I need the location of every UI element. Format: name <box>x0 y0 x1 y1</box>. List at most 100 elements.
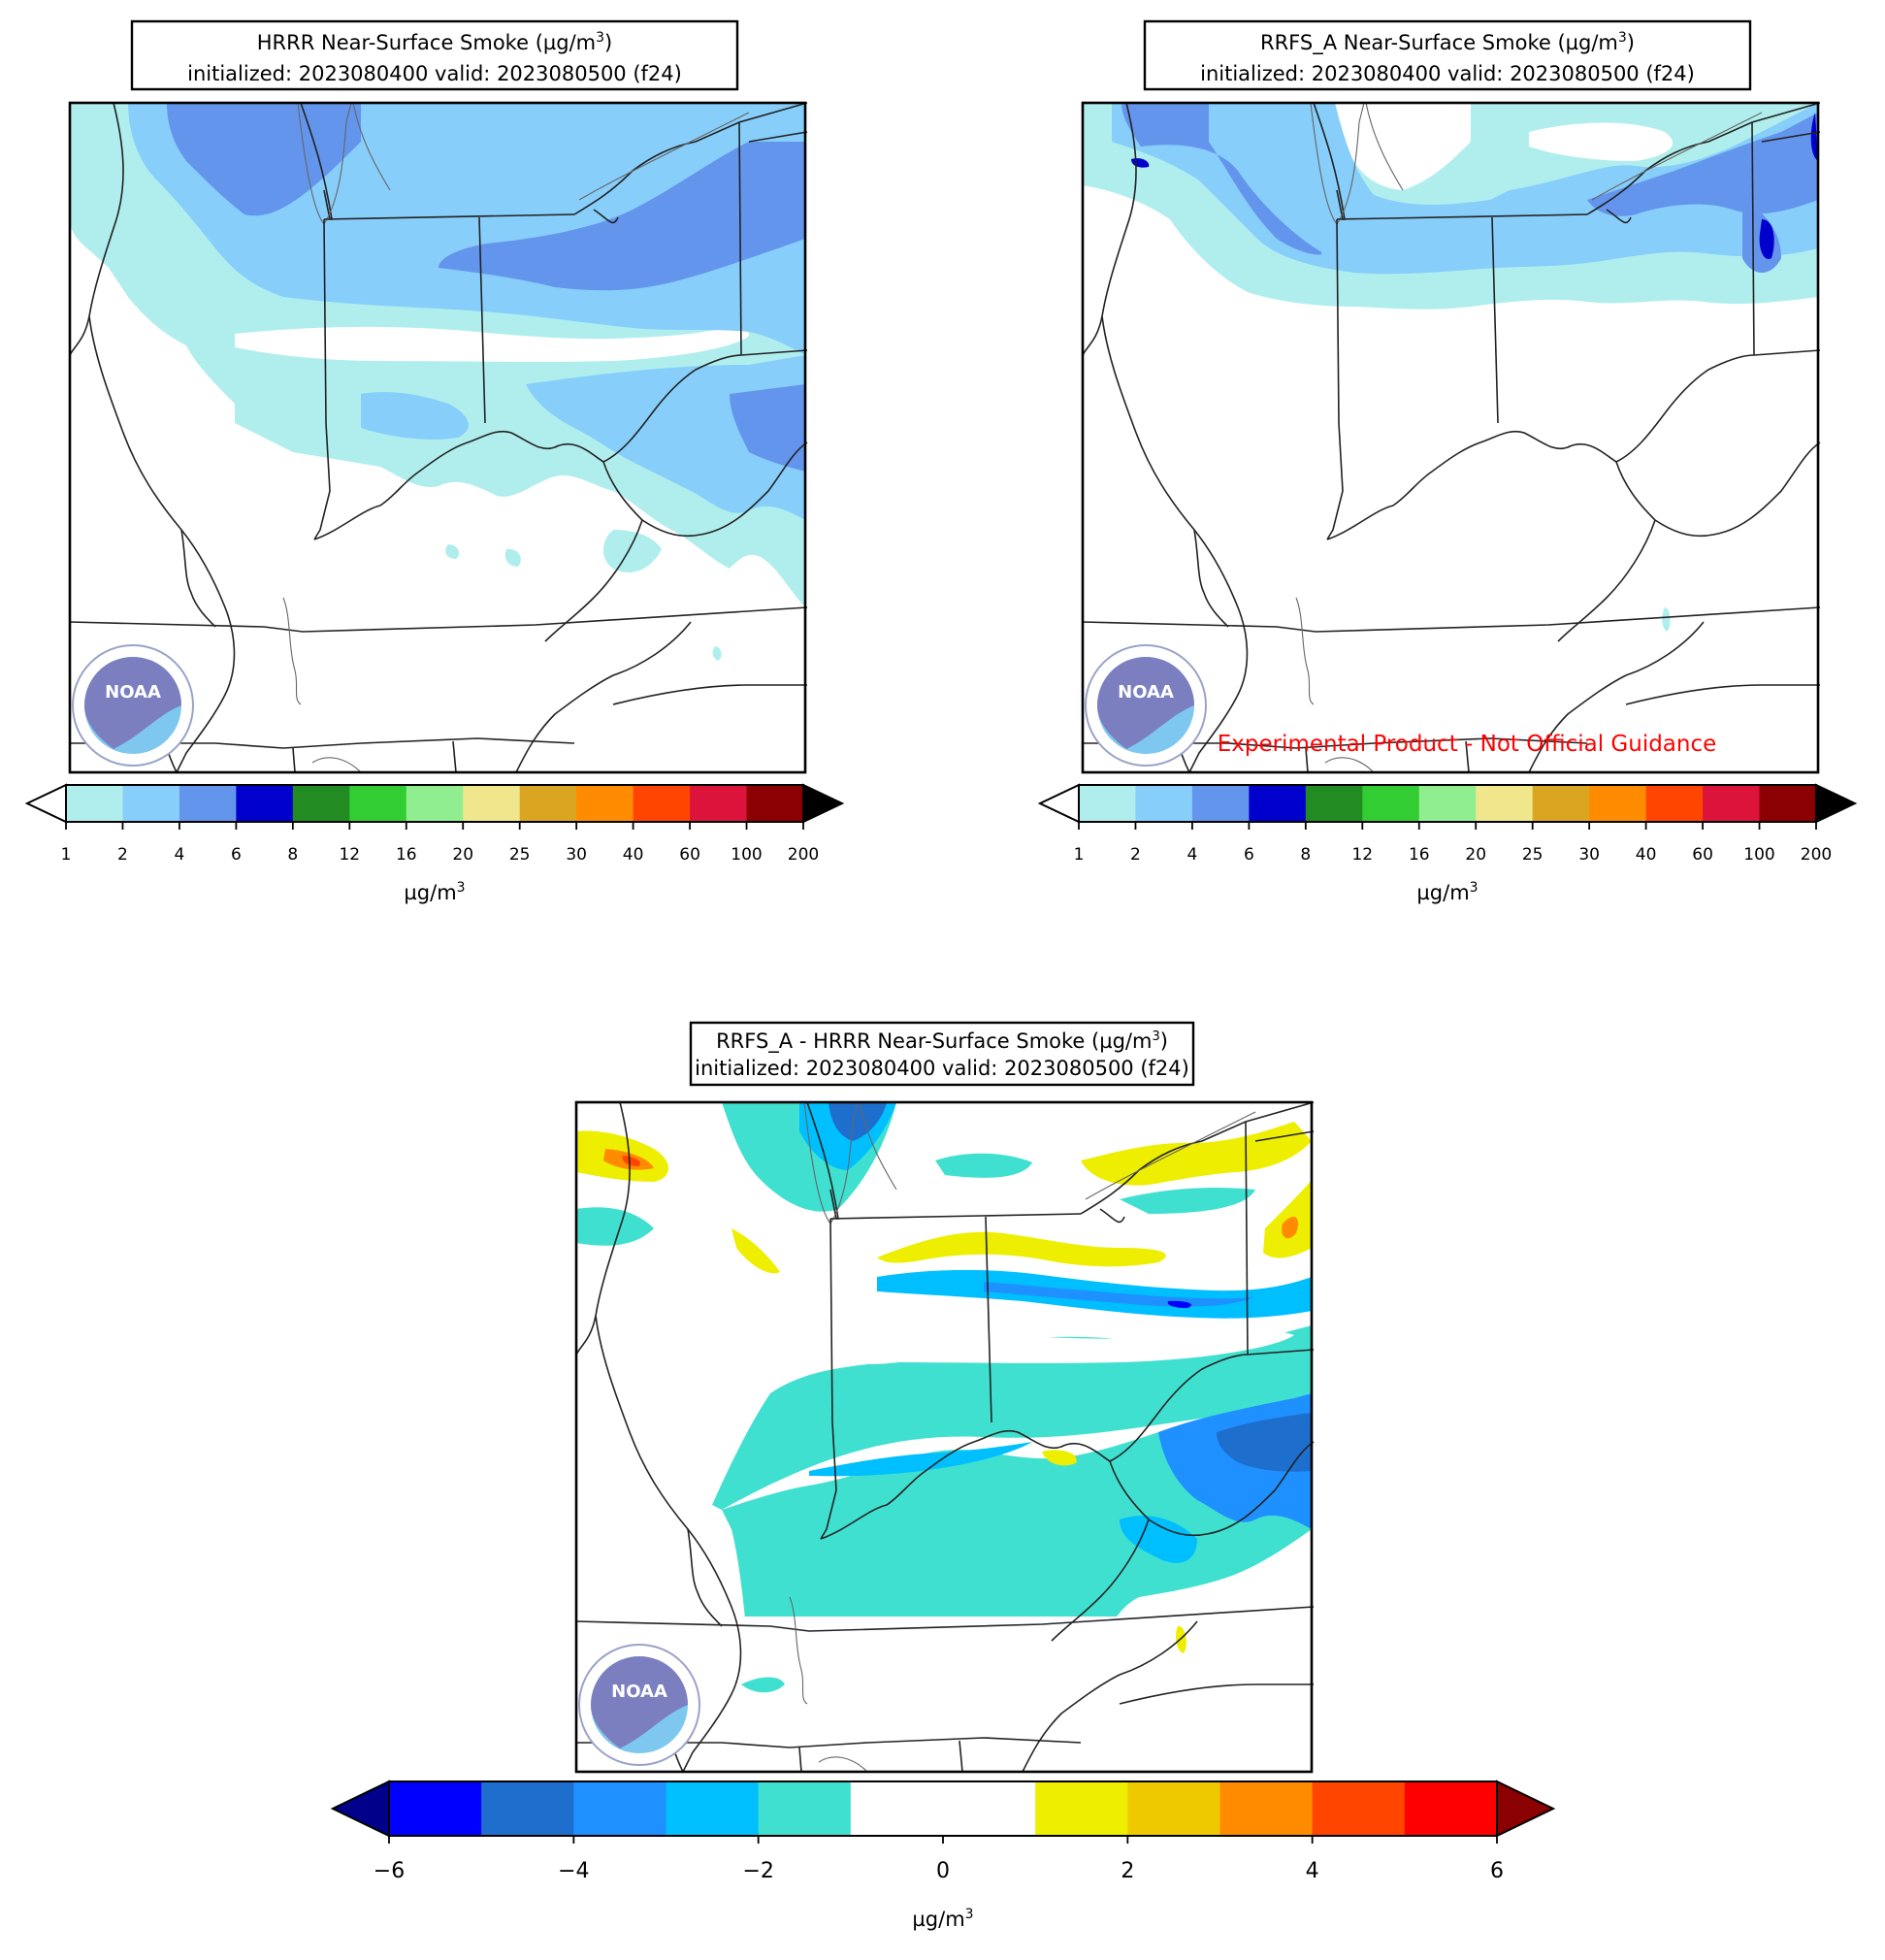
colorbar-segment <box>66 785 123 822</box>
difference-title-box <box>689 1021 1195 1087</box>
hrrr-smoke-field <box>70 103 805 772</box>
noaa-logo-text: NOAA <box>611 1682 667 1702</box>
colorbar-segment <box>1532 785 1590 822</box>
colorbar-segment <box>1127 1781 1220 1836</box>
colorbar-segment <box>463 785 521 822</box>
colorbar-tick-label: 2 <box>1130 845 1141 865</box>
experimental-watermark: Experimental Product - Not Official Guid… <box>1218 732 1717 757</box>
colorbar-tick-label: 25 <box>509 845 531 865</box>
colorbar-segment <box>1249 785 1307 822</box>
colorbar-segment <box>1476 785 1534 822</box>
colorbar-segment <box>690 785 748 822</box>
colorbar-segment <box>758 1781 852 1836</box>
colorbar-segment <box>1404 1781 1498 1836</box>
colorbar-tick-label: 6 <box>1244 845 1254 865</box>
colorbar-tick-label: −4 <box>558 1859 589 1883</box>
colorbar-frame <box>65 784 804 823</box>
colorbar-tick-label: 1 <box>61 845 72 865</box>
colorbar-segment <box>519 785 577 822</box>
difference-map-frame <box>574 1100 1314 1774</box>
colorbar-under-extension <box>330 1780 390 1838</box>
colorbar-segment <box>349 785 407 822</box>
colorbar-tick-label: 30 <box>566 845 587 865</box>
colorbar-tick-label: 0 <box>936 1859 950 1883</box>
colorbar-tick-label: 2 <box>117 845 128 865</box>
colorbar-segment <box>1035 1781 1128 1836</box>
colorbar-segment <box>1135 785 1193 822</box>
colorbar-segment <box>1703 785 1761 822</box>
colorbar-segment <box>666 1781 760 1836</box>
colorbar-frame <box>1078 784 1817 823</box>
rrfs-title: RRFS_A Near-Surface Smoke (µg/m3) <box>1260 30 1635 55</box>
colorbar-tick-label: 20 <box>1465 845 1486 865</box>
colorbar-tick-label: 8 <box>287 845 298 865</box>
colorbar-tick-label: 100 <box>731 845 762 865</box>
colorbar-segment <box>1219 1781 1314 1836</box>
colorbar-segment <box>406 785 464 822</box>
rrfs-smoke-field <box>1083 103 1818 632</box>
rrfs-title-box <box>1143 19 1752 91</box>
colorbar-tick-label: 16 <box>1409 845 1430 865</box>
colorbar-tick-label: 8 <box>1300 845 1311 865</box>
colorbar-segment <box>1589 785 1647 822</box>
colorbar-unit-label: µg/m3 <box>912 1907 973 1931</box>
colorbar-segment <box>292 785 350 822</box>
colorbar-segment <box>1362 785 1420 822</box>
difference-colorbar: −6 −4 −2 0 2 4 6 µg/m3 <box>330 1780 1556 1931</box>
colorbar-tick-label: 16 <box>396 845 417 865</box>
colorbar-tick-label: 2 <box>1121 1859 1134 1883</box>
colorbar-segment <box>1191 785 1250 822</box>
colorbar-segment <box>1759 785 1817 822</box>
colorbar-tick-label: 6 <box>1490 1859 1504 1883</box>
colorbar-tick-label: 20 <box>452 845 473 865</box>
colorbar-segment <box>576 785 634 822</box>
colorbar-over-extension <box>1815 783 1858 824</box>
colorbar-tick-label: 60 <box>679 845 700 865</box>
colorbar-tick-label: −6 <box>374 1859 405 1883</box>
difference-smoke-field <box>576 1102 1312 1772</box>
colorbar-segment <box>746 785 804 822</box>
hrrr-map-panel: NOAA HRRR Near-Surface Smoke (µg/m3) ini… <box>68 19 808 774</box>
colorbar-segment <box>1312 1781 1406 1836</box>
colorbar-segment <box>1079 785 1136 822</box>
colorbar-segment <box>1645 785 1704 822</box>
colorbar-tick-label: 4 <box>1306 1859 1319 1883</box>
colorbar-tick-label: 12 <box>1351 845 1373 865</box>
colorbar-tick-label: 25 <box>1522 845 1544 865</box>
colorbar-segment <box>850 1781 944 1836</box>
colorbar-tick-label: 6 <box>231 845 242 865</box>
colorbar-tick-label: 200 <box>788 845 819 865</box>
hrrr-title: HRRR Near-Surface Smoke (µg/m3) <box>257 30 612 54</box>
colorbar-tick-label: 4 <box>1187 845 1198 865</box>
colorbar-unit-label: µg/m3 <box>1416 880 1478 904</box>
colorbar-segment <box>122 785 180 822</box>
colorbar-segment <box>389 1781 482 1836</box>
noaa-logo: NOAA <box>578 1644 700 1766</box>
hrrr-title-box <box>130 19 739 91</box>
colorbar-tick-label: 60 <box>1692 845 1713 865</box>
colorbar-segment <box>481 1781 574 1836</box>
colorbar-segment <box>633 785 691 822</box>
noaa-logo: NOAA <box>1085 644 1207 767</box>
colorbar-under-extension <box>1037 783 1080 824</box>
colorbar-segment <box>179 785 237 822</box>
noaa-logo-text: NOAA <box>1118 682 1174 702</box>
difference-subtitle: initialized: 2023080400 valid: 202308050… <box>695 1057 1189 1080</box>
colorbar-tick-label: 12 <box>339 845 360 865</box>
colorbar-segment <box>1418 785 1477 822</box>
hrrr-subtitle: initialized: 2023080400 valid: 202308050… <box>187 62 682 85</box>
noaa-logo: NOAA <box>72 644 194 767</box>
noaa-logo-text: NOAA <box>105 682 161 702</box>
colorbar-tick-label: 40 <box>623 845 644 865</box>
colorbar-tick-label: 1 <box>1074 845 1085 865</box>
colorbar-segment <box>1305 785 1363 822</box>
colorbar-tick-label: 30 <box>1578 845 1600 865</box>
colorbar-unit-label: µg/m3 <box>404 880 465 904</box>
colorbar-over-extension <box>1496 1780 1556 1838</box>
difference-title: RRFS_A - HRRR Near-Surface Smoke (µg/m3) <box>716 1029 1168 1054</box>
colorbar-tick-label: 200 <box>1801 845 1832 865</box>
rrfs-map-frame <box>1081 101 1820 774</box>
colorbar-tick-label: 4 <box>175 845 185 865</box>
